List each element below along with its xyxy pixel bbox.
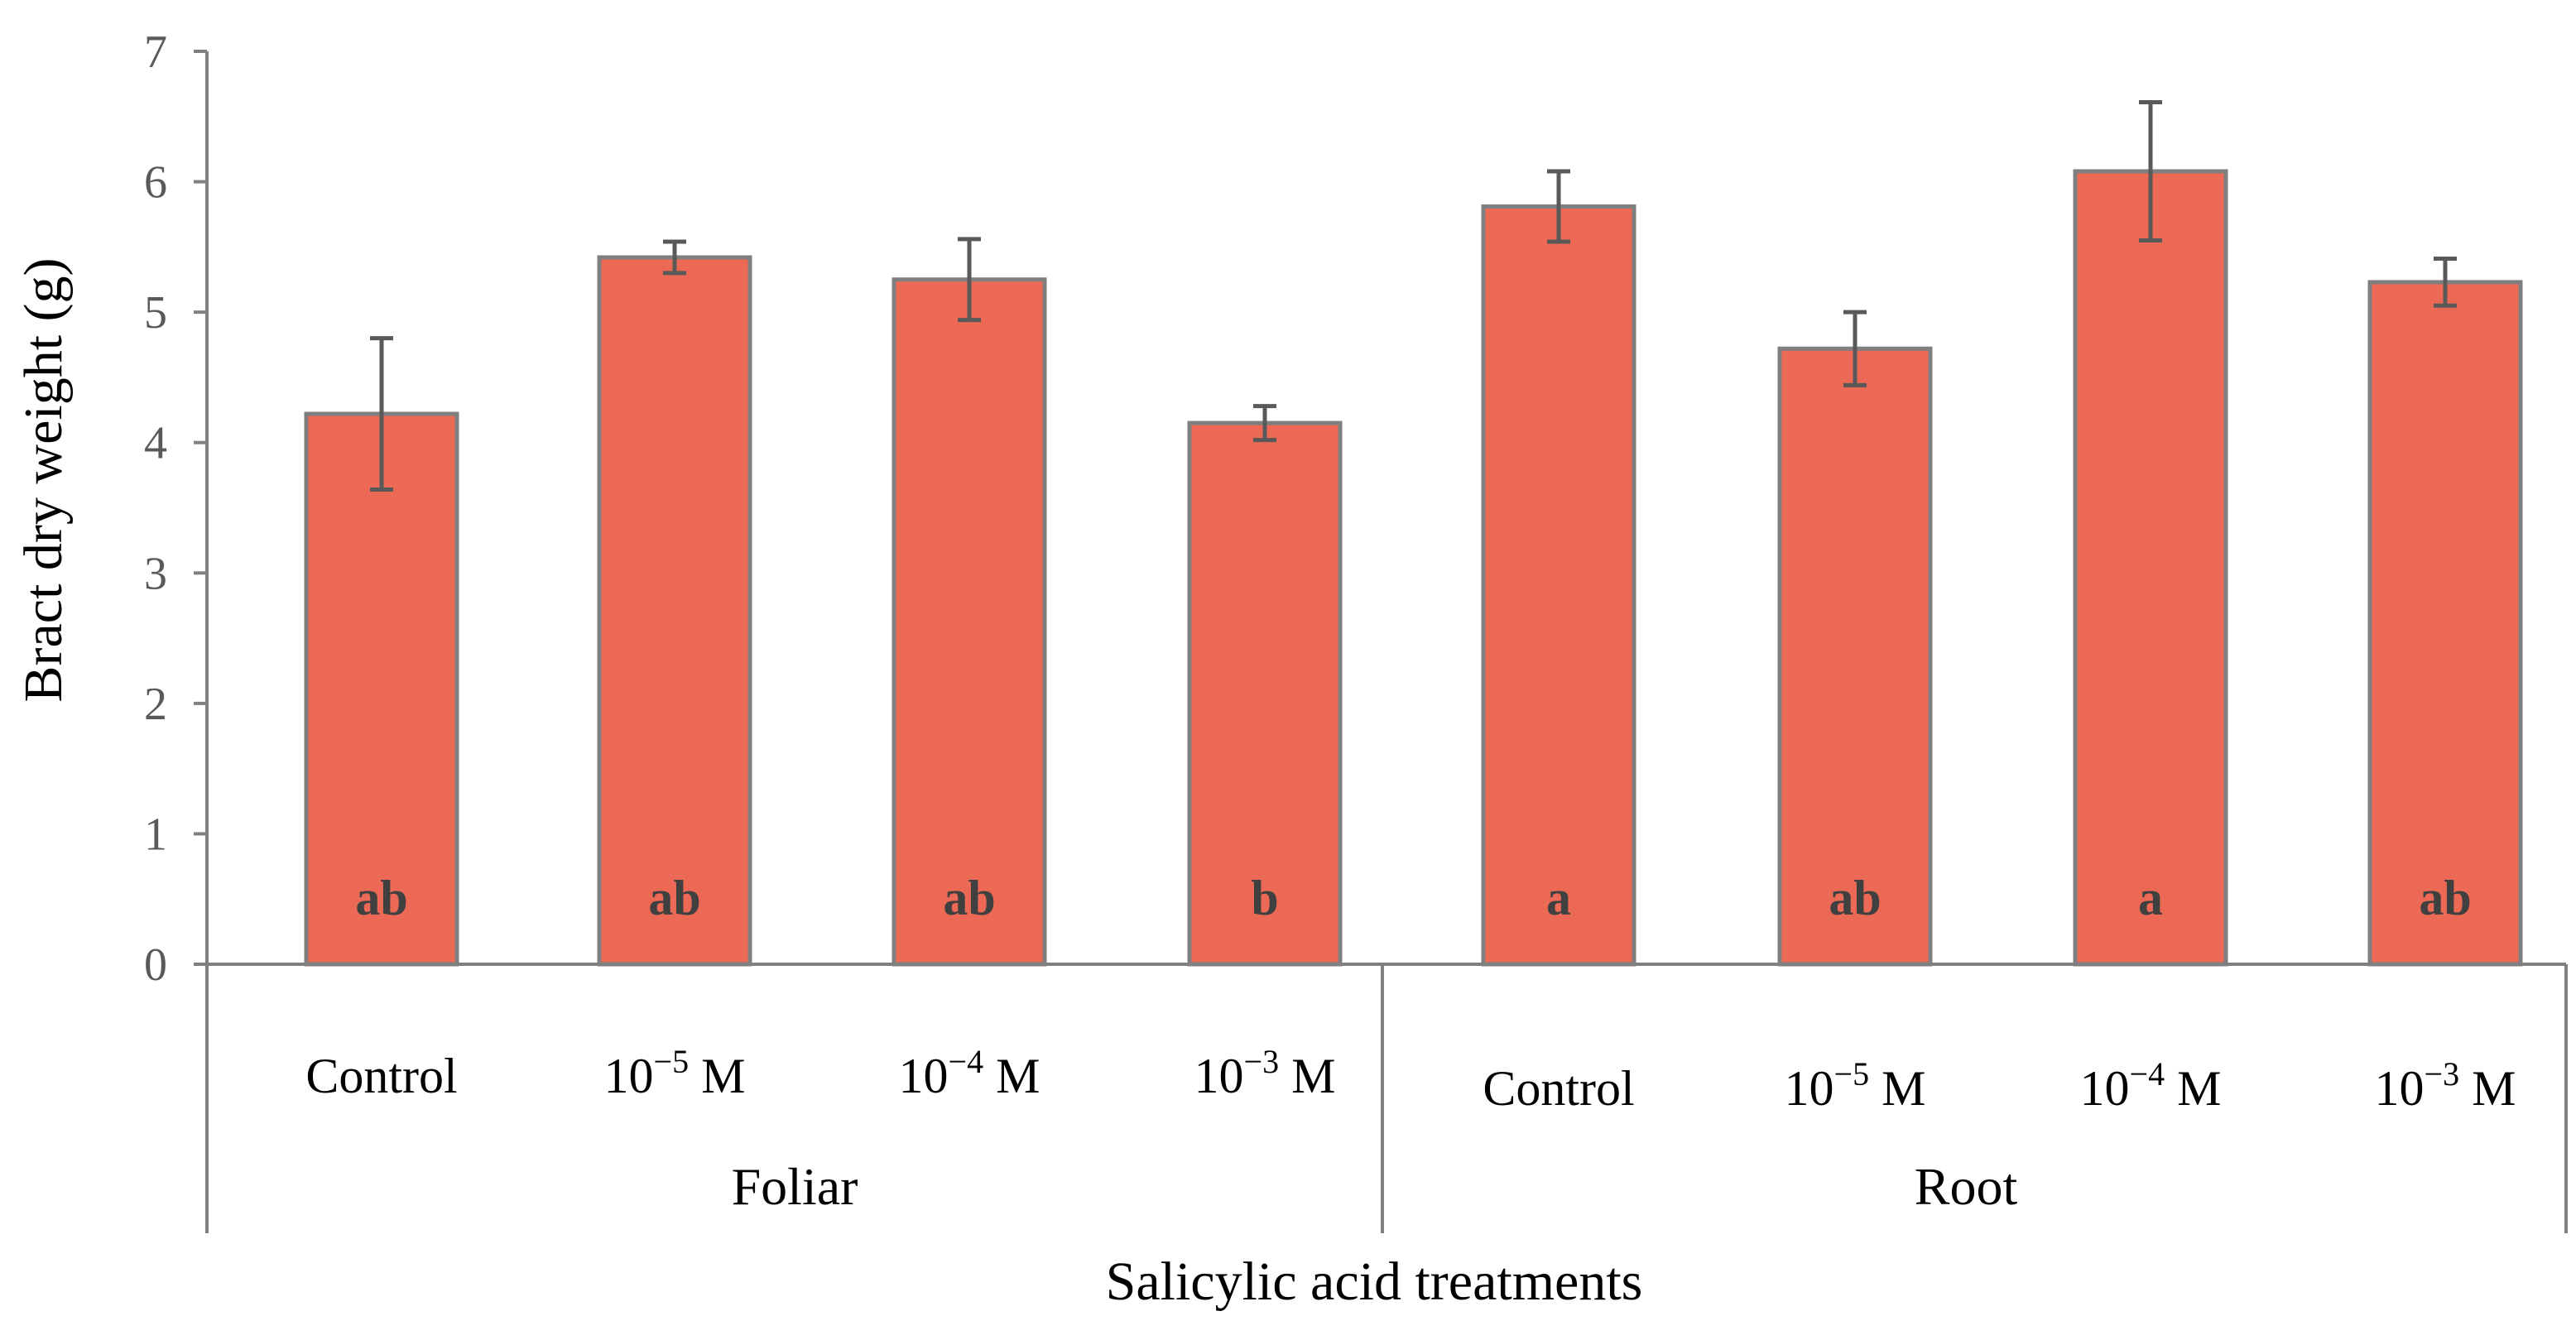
- bar-chart: Bract dry weight (g) Salicylic acid trea…: [0, 0, 2576, 1340]
- category-label: 10−5 M: [1785, 1055, 1926, 1116]
- group-label: Root: [1915, 1157, 2018, 1216]
- y-tick-label: 7: [144, 26, 167, 78]
- significance-letter: b: [1251, 871, 1278, 925]
- category-label: 10−3 M: [2375, 1055, 2516, 1116]
- category-label: 10−4 M: [2080, 1055, 2222, 1116]
- category-label: Control: [305, 1049, 457, 1103]
- bar: [599, 257, 750, 964]
- category-label: 10−3 M: [1194, 1043, 1336, 1103]
- significance-letter: ab: [2419, 871, 2471, 925]
- significance-letter: ab: [355, 871, 407, 925]
- significance-letter: ab: [1829, 871, 1881, 925]
- group-label: Foliar: [732, 1157, 858, 1216]
- y-tick-label: 3: [144, 548, 167, 599]
- x-axis-title: Salicylic acid treatments: [1106, 1251, 1643, 1312]
- category-label: 10−5 M: [604, 1043, 746, 1103]
- y-tick-label: 1: [144, 809, 167, 860]
- bars: [306, 171, 2521, 964]
- bar: [2075, 171, 2226, 964]
- category-labels: Control 10−5 M 10−4 M 10−3 M Control 10−5 M 10…: [305, 1043, 2516, 1116]
- bar: [2370, 282, 2521, 964]
- y-axis-title: Bract dry weight (g): [13, 258, 74, 703]
- bar: [894, 280, 1045, 964]
- significance-letter: ab: [943, 871, 995, 925]
- significance-letter: a: [2138, 871, 2163, 925]
- group-labels: Foliar Root: [732, 1157, 2018, 1216]
- category-label: 10−4 M: [899, 1043, 1040, 1103]
- y-tick-label: 4: [144, 418, 167, 469]
- significance-letter: a: [1546, 871, 1571, 925]
- y-tick-label: 2: [144, 679, 167, 730]
- bar: [1483, 207, 1634, 964]
- significance-letter: ab: [648, 871, 700, 925]
- y-axis-ticks: 0 1 2 3 4 5 6 7: [144, 26, 207, 991]
- y-tick-label: 5: [144, 287, 167, 339]
- y-tick-label: 0: [144, 939, 167, 991]
- category-label: Control: [1483, 1061, 1634, 1116]
- significance-letters: ab ab ab b a ab a ab: [355, 871, 2471, 925]
- y-tick-label: 6: [144, 157, 167, 209]
